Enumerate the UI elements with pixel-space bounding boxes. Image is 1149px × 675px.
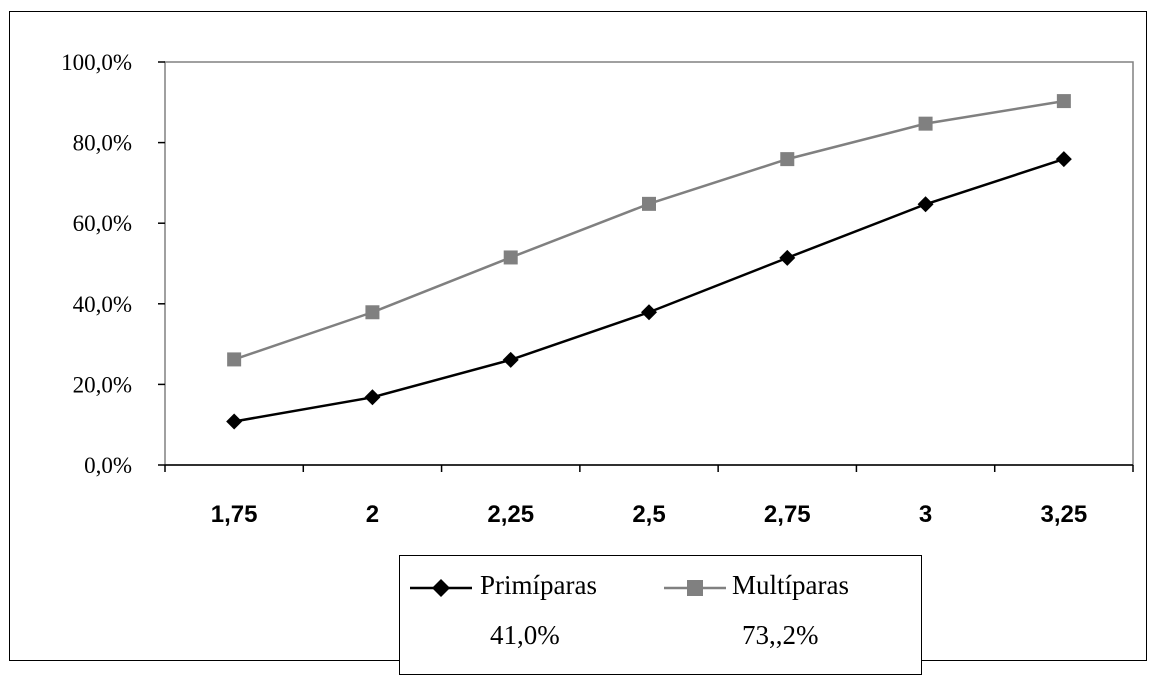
legend: Primíparas 41,0% Multíparas 73,,2% — [399, 555, 922, 675]
data-point-primiparas — [502, 351, 519, 368]
y-tick-label: 100,0% — [61, 50, 132, 75]
x-tick-label: 2,5 — [632, 501, 665, 528]
legend-label-primiparas: Primíparas — [480, 570, 597, 600]
legend-note-multiparas: 73,,2% — [742, 620, 819, 650]
x-tick-label: 2,75 — [764, 501, 811, 528]
data-point-multiparas — [780, 152, 795, 167]
data-point-primiparas — [1055, 151, 1072, 168]
data-point-primiparas — [641, 304, 657, 321]
legend-entry-primiparas: Primíparas — [408, 570, 628, 604]
y-tick-label: 0,0% — [84, 453, 132, 478]
plot-area — [164, 61, 1134, 466]
data-point-multiparas — [503, 250, 518, 265]
line-chart: 0,0% 20,0% 40,0% 60,0% 80,0% 100,0% 1,75 2 2,25… — [61, 50, 1134, 528]
x-tick-label: 3 — [919, 501, 932, 528]
y-tick-label: 40,0% — [73, 292, 132, 317]
data-point-multiparas — [1056, 94, 1071, 109]
data-point-primiparas — [364, 389, 381, 406]
y-tick-label: 80,0% — [73, 131, 132, 156]
data-point-primiparas — [779, 249, 796, 266]
legend-label-multiparas: Multíparas — [732, 570, 849, 600]
x-axis: 1,75 2 2,25 2,5 2,75 3 3,25 — [164, 464, 1134, 528]
legend-swatch-primiparas — [410, 579, 472, 597]
x-tick-label: 2 — [366, 501, 379, 528]
legend-note-primiparas: 41,0% — [490, 620, 560, 650]
legend-entry-multiparas: Multíparas — [662, 570, 902, 604]
data-point-multiparas — [227, 352, 242, 367]
data-point-primiparas — [917, 196, 934, 213]
data-point-multiparas — [365, 305, 380, 320]
legend-swatch-multiparas — [664, 580, 726, 596]
y-tick-label: 20,0% — [73, 372, 132, 397]
series-layer — [226, 94, 1072, 430]
data-point-primiparas — [226, 413, 243, 430]
data-point-multiparas — [918, 116, 933, 131]
x-tick-label: 3,25 — [1040, 501, 1087, 528]
data-point-multiparas — [642, 196, 656, 211]
x-tick-label: 2,25 — [487, 501, 534, 528]
y-tick-label: 60,0% — [73, 211, 132, 236]
y-axis: 0,0% 20,0% 40,0% 60,0% 80,0% 100,0% — [61, 50, 165, 478]
x-tick-label: 1,75 — [211, 501, 258, 528]
